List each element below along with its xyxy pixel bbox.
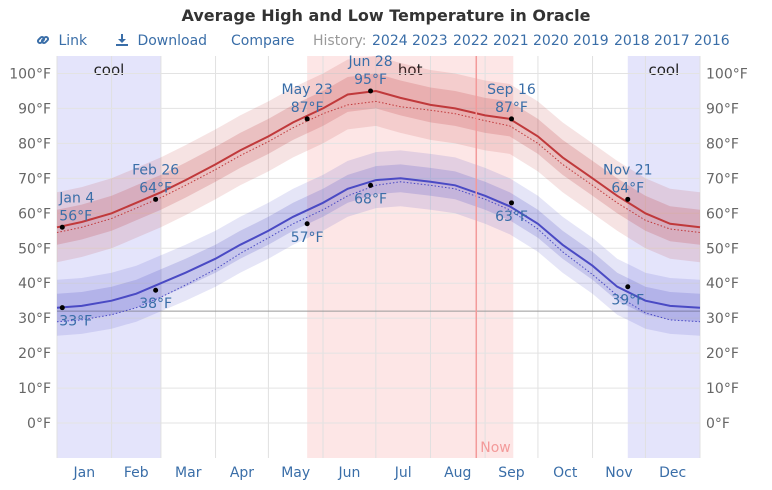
y-tick-label-right: 20°F xyxy=(706,346,739,362)
month-label-nov: Nov xyxy=(605,465,632,481)
low-annotation-point xyxy=(153,287,159,293)
low-annotation-value: 63°F xyxy=(495,209,528,225)
high-annotation-point xyxy=(59,224,65,230)
month-label-jul: Jul xyxy=(394,465,412,481)
y-tick-label-left: 60°F xyxy=(18,206,51,222)
history-year-2021[interactable]: 2021 xyxy=(493,33,529,49)
high-temperature-line xyxy=(56,89,701,229)
download-icon xyxy=(115,33,133,49)
season-band-hot xyxy=(307,56,514,458)
month-label-aug: Aug xyxy=(444,465,471,481)
history-year-2024[interactable]: 2024 xyxy=(372,33,408,49)
high-annotation-value: 87°F xyxy=(291,100,324,116)
link-button[interactable]: Link xyxy=(36,33,87,49)
high-annotation-value: 64°F xyxy=(611,180,644,196)
month-label-mar: Mar xyxy=(175,465,202,481)
chart-title: Average High and Low Temperature in Orac… xyxy=(181,6,591,25)
link-label: Link xyxy=(58,33,88,49)
link-icon xyxy=(36,33,54,49)
low-annotation-point xyxy=(368,182,374,188)
history-year-2019[interactable]: 2019 xyxy=(573,33,609,49)
y-tick-label-right: 10°F xyxy=(706,381,739,397)
y-tick-label-right: 90°F xyxy=(706,101,739,117)
low-annotation-point xyxy=(625,284,631,290)
high-annotation-date: Jan 4 xyxy=(58,190,94,206)
low-annotation-value: 57°F xyxy=(291,230,324,246)
high-annotation-point xyxy=(509,116,515,122)
low-outer-band xyxy=(57,150,700,336)
high-annotation-value: 87°F xyxy=(495,100,528,116)
season-label-hot: hot xyxy=(398,61,423,79)
season-label-cool: cool xyxy=(94,61,125,79)
y-tick-label-left: 10°F xyxy=(18,381,51,397)
high-annotation-value: 64°F xyxy=(139,180,172,196)
month-label-jun: Jun xyxy=(337,465,360,481)
y-tick-label-right: 0°F xyxy=(706,416,730,432)
toolbar: Link Download Compare History: 2024 2023… xyxy=(0,33,772,53)
y-tick-label-left: 100°F xyxy=(9,66,51,82)
low-annotation-value: 68°F xyxy=(354,191,387,207)
low-annotation-point xyxy=(304,221,310,227)
history-label: History: xyxy=(313,33,367,49)
high-annotation-date: Sep 16 xyxy=(487,82,536,98)
high-annotation-date: May 23 xyxy=(282,82,333,98)
low-perceived-line xyxy=(56,181,701,323)
high-annotation-date: Jun 28 xyxy=(348,54,393,70)
low-annotation-point xyxy=(59,305,65,311)
y-tick-label-right: 40°F xyxy=(706,276,739,292)
season-label-cool: cool xyxy=(648,61,679,79)
high-outer-band xyxy=(57,56,700,263)
high-annotation-value: 56°F xyxy=(59,208,92,224)
low-temperature-line xyxy=(56,177,701,309)
y-tick-label-left: 80°F xyxy=(18,136,51,152)
history-year-2020[interactable]: 2020 xyxy=(533,33,569,49)
month-label-sep: Sep xyxy=(498,465,525,481)
history-year-2018[interactable]: 2018 xyxy=(614,33,650,49)
now-label: Now xyxy=(480,440,511,456)
month-label-may: May xyxy=(281,465,310,481)
history-year-2023[interactable]: 2023 xyxy=(412,33,448,49)
y-tick-label-left: 40°F xyxy=(18,276,51,292)
history-year-2017[interactable]: 2017 xyxy=(654,33,690,49)
high-perceived-line xyxy=(56,100,701,233)
month-label-dec: Dec xyxy=(659,465,686,481)
high-annotation-point xyxy=(304,116,310,122)
low-annotation-point xyxy=(509,200,515,206)
high-annotation-date: Feb 26 xyxy=(132,162,179,178)
y-tick-label-left: 70°F xyxy=(18,171,51,187)
low-annotation-value: 39°F xyxy=(611,293,644,309)
y-tick-label-right: 50°F xyxy=(706,241,739,257)
history-year-2016[interactable]: 2016 xyxy=(694,33,730,49)
low-inner-band xyxy=(57,164,700,322)
low-annotation-value: 38°F xyxy=(139,296,172,312)
compare-button[interactable]: Compare xyxy=(231,33,295,49)
y-tick-label-right: 80°F xyxy=(706,136,739,152)
high-annotation-point xyxy=(153,196,159,202)
month-label-apr: Apr xyxy=(230,465,254,481)
history-year-2022[interactable]: 2022 xyxy=(453,33,489,49)
download-label: Download xyxy=(137,33,208,49)
y-tick-label-right: 70°F xyxy=(706,171,739,187)
y-tick-label-left: 0°F xyxy=(27,416,51,432)
high-annotation-value: 95°F xyxy=(354,72,387,88)
y-tick-label-left: 30°F xyxy=(18,311,51,327)
y-tick-label-right: 60°F xyxy=(706,206,739,222)
y-tick-label-left: 50°F xyxy=(18,241,51,257)
high-annotation-point xyxy=(368,88,374,94)
season-band-cool xyxy=(57,56,161,458)
y-tick-label-left: 90°F xyxy=(18,101,51,117)
download-button[interactable]: Download xyxy=(115,33,207,49)
high-inner-band xyxy=(57,73,700,245)
month-label-jan: Jan xyxy=(73,465,96,481)
high-annotation-point xyxy=(625,196,631,202)
y-tick-label-left: 20°F xyxy=(18,346,51,362)
season-band-cool xyxy=(627,56,700,458)
y-tick-label-right: 100°F xyxy=(706,66,748,82)
high-annotation-date: Nov 21 xyxy=(603,162,653,178)
y-tick-label-right: 30°F xyxy=(706,311,739,327)
month-label-feb: Feb xyxy=(124,465,149,481)
month-label-oct: Oct xyxy=(553,465,578,481)
low-annotation-value: 33°F xyxy=(59,314,92,330)
